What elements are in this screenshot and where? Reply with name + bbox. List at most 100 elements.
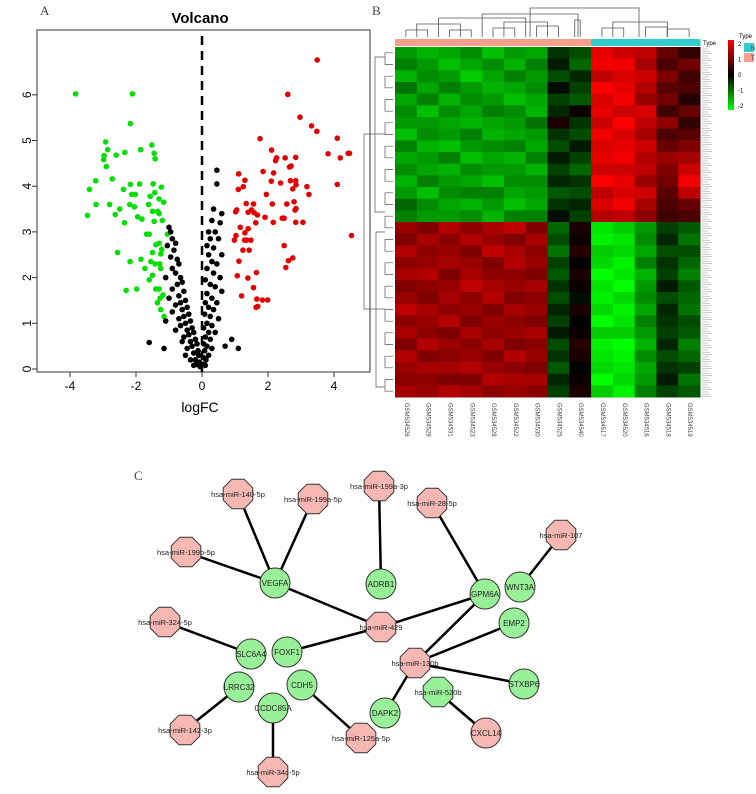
network-node: hsa-miR-429 <box>360 611 402 643</box>
gene-node-circle <box>470 717 502 749</box>
heatmap-cell <box>395 210 418 223</box>
heatmap-cell <box>482 198 505 211</box>
heatmap-cell <box>438 198 461 211</box>
row-dendrogram-branch <box>384 75 393 89</box>
network-edge <box>414 661 525 686</box>
heatmap-cell <box>547 140 570 153</box>
gene-node-circle <box>235 638 267 670</box>
network-node: hsa-miR-130b <box>391 647 439 679</box>
network-edge <box>414 593 486 664</box>
heatmap-cell <box>634 338 657 351</box>
heatmap-cell <box>482 163 505 176</box>
heatmap-cell <box>656 245 679 258</box>
point-down <box>157 306 164 313</box>
point-ns <box>214 299 220 306</box>
point-ns <box>228 336 235 343</box>
heatmap-cell <box>591 210 614 223</box>
row-dendrogram-branch <box>384 309 393 322</box>
point-ns <box>177 322 184 329</box>
node-label: WNT3A <box>506 583 535 592</box>
heatmap-cell <box>547 163 570 176</box>
heatmap-cell <box>482 315 505 328</box>
heatmap-cell <box>503 47 527 60</box>
heatmap-cell <box>438 268 461 281</box>
point-ns <box>184 327 190 333</box>
type-annotation-cell <box>395 39 418 46</box>
column-label: GSM534530 <box>534 403 540 437</box>
heatmap-cell <box>482 233 505 246</box>
heatmap-cell <box>612 268 636 281</box>
point-up <box>260 168 266 175</box>
heatmap-cell <box>634 47 657 60</box>
mirna-node-octagon <box>345 722 377 754</box>
point-ns <box>162 274 169 281</box>
heatmap-cell <box>416 128 440 141</box>
point-up <box>281 215 287 221</box>
row-dendrogram-branch <box>384 169 393 182</box>
heatmap-cell <box>416 292 440 305</box>
heatmap-cell <box>634 385 657 398</box>
heatmap-cell <box>678 128 701 141</box>
point-up <box>235 171 242 177</box>
heatmap-cell <box>591 338 614 351</box>
heatmap-cell <box>482 245 505 258</box>
heatmap-cell <box>438 58 461 71</box>
point-up <box>268 147 275 153</box>
panel-label-c: C <box>134 468 143 483</box>
heatmap-cell <box>460 233 483 246</box>
heatmap-cell <box>678 280 701 293</box>
row-dendrogram-branch <box>384 355 393 369</box>
heatmap-cell <box>395 233 418 246</box>
point-ns <box>204 242 210 249</box>
heatmap-cell <box>547 47 570 60</box>
network-node: hsa-miR-28-5p <box>407 487 457 519</box>
point-down <box>152 155 158 162</box>
point-down <box>151 150 157 157</box>
color-key-bar <box>728 40 734 110</box>
y-tick-label: 4 <box>20 183 34 190</box>
point-ns <box>204 290 210 297</box>
heatmap-cell <box>395 198 418 211</box>
heatmap-cell <box>503 385 527 398</box>
point-up <box>292 219 299 226</box>
heatmap-cell <box>634 93 657 106</box>
row-dendrogram-branch <box>384 99 393 112</box>
node-label: CDH5 <box>291 681 313 690</box>
point-up <box>314 57 320 63</box>
point-down <box>100 156 107 163</box>
heatmap-cell <box>634 187 657 200</box>
heatmap-cell <box>482 175 505 188</box>
heatmap-cell <box>547 315 570 328</box>
point-ns <box>209 217 215 224</box>
network-edge <box>414 621 515 665</box>
heatmap-cell <box>395 152 418 165</box>
heatmap-cell <box>416 187 440 200</box>
point-ns <box>176 293 182 299</box>
heatmap-cell <box>482 93 505 106</box>
network-node: hsa-miR-125a-5p <box>332 722 390 754</box>
heatmap-cell <box>634 58 657 71</box>
mirna-node-octagon <box>545 519 577 551</box>
heatmap-cell <box>547 117 570 130</box>
point-ns <box>205 229 212 235</box>
heatmap-cell <box>503 210 527 223</box>
point-up <box>277 180 284 186</box>
point-down <box>134 214 141 220</box>
heatmap-cell <box>547 58 570 71</box>
point-ns <box>194 341 200 347</box>
point-up <box>231 237 238 243</box>
point-ns <box>182 297 189 304</box>
point-up <box>269 201 276 207</box>
point-ns <box>187 338 194 345</box>
heatmap-cell <box>591 198 614 211</box>
heatmap-cell <box>678 58 701 71</box>
network-node: hsa-miR-199a-3p <box>350 470 408 502</box>
node-label: hsa-miR-142-3p <box>158 726 212 735</box>
heatmap-cell <box>503 280 527 293</box>
heatmap-cell <box>591 187 614 200</box>
point-ns <box>203 357 209 363</box>
heatmap-cell <box>503 163 527 176</box>
point-down <box>160 199 167 205</box>
node-label: hsa-miR-140-5p <box>211 490 265 499</box>
heatmap-cell <box>591 280 614 293</box>
